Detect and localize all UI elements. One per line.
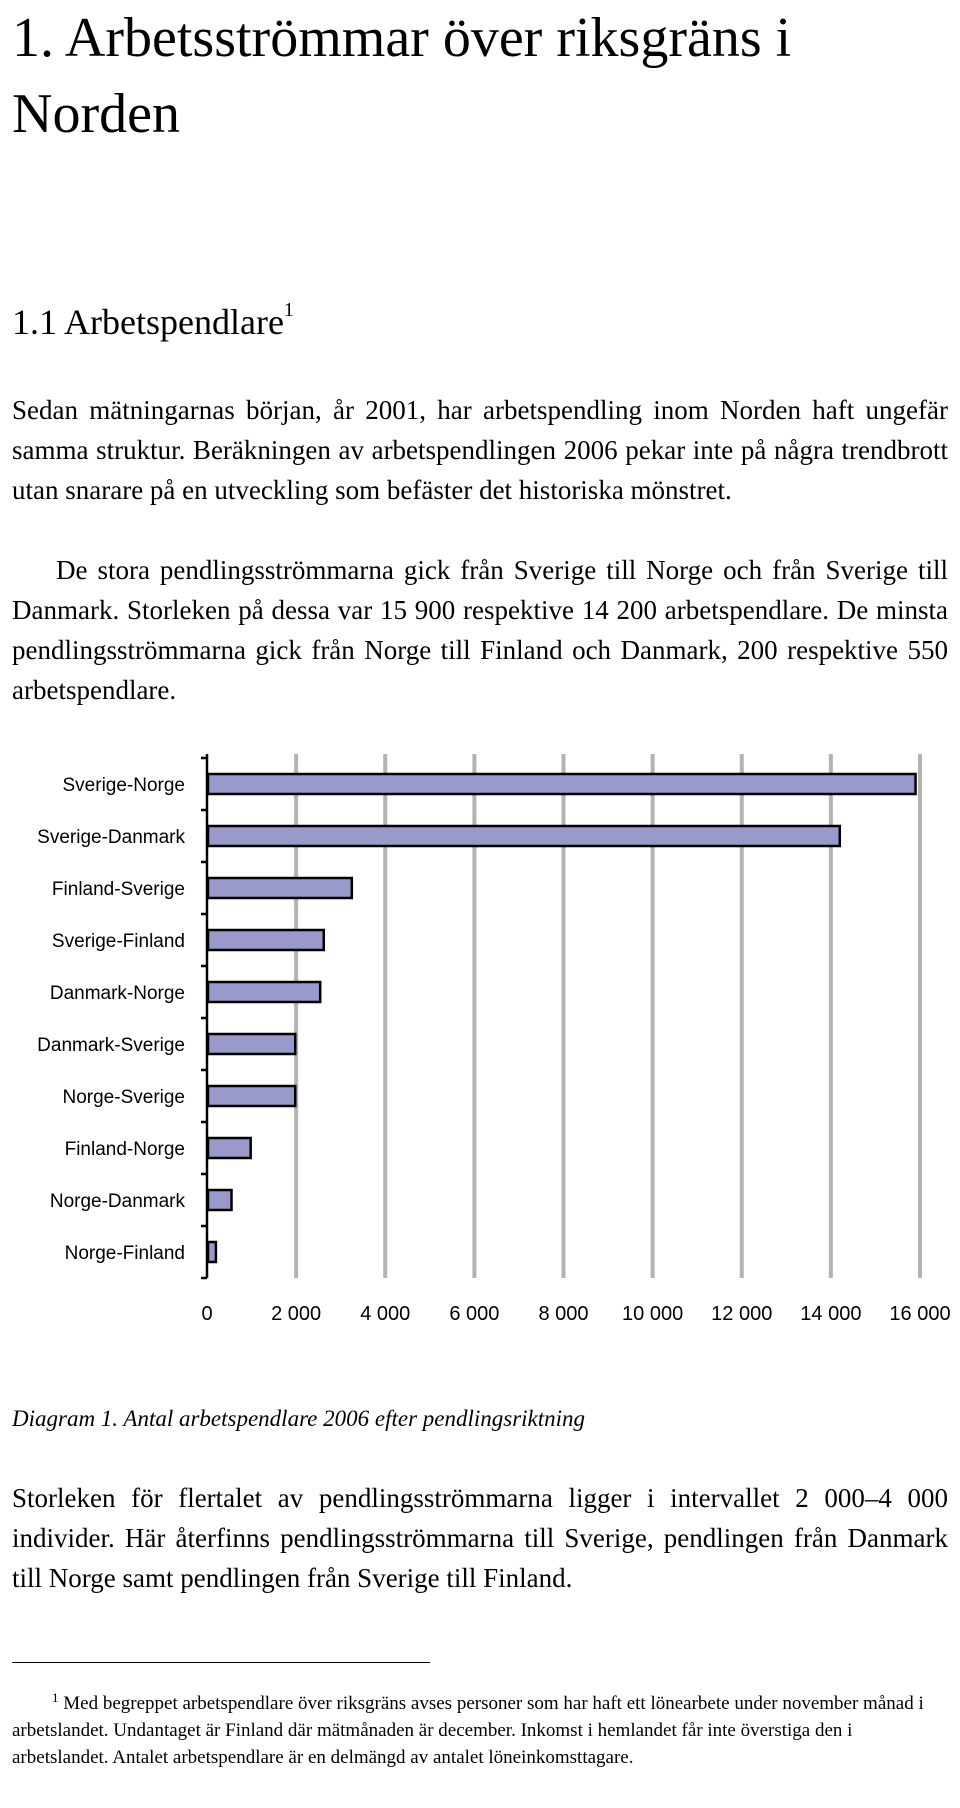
axes <box>201 754 209 1280</box>
category-label: Sverige-Finland <box>52 931 185 952</box>
x-tick-label: 12 000 <box>711 1303 772 1325</box>
footnote-divider <box>12 1662 430 1663</box>
category-label: Sverige-Danmark <box>37 827 185 848</box>
category-label: Norge-Finland <box>65 1243 185 1264</box>
bar <box>206 928 326 952</box>
category-label: Finland-Sverige <box>52 879 185 900</box>
x-tick-labels: 0 2 000 4 000 6 000 8 000 10 000 12 000 14 000 1… <box>201 1303 950 1325</box>
x-tick-label: 8 000 <box>538 1303 588 1325</box>
paragraph-intro: Sedan mätningarnas början, år 2001, har … <box>12 395 948 505</box>
footnote-text: Med begreppet arbetspendlare över riksgr… <box>12 1693 924 1768</box>
bar <box>206 772 917 796</box>
bar <box>206 980 322 1004</box>
category-label: Sverige-Norge <box>63 775 186 796</box>
paragraph-largest-flows: De stora pendlingsströmmarna gick från S… <box>12 555 948 705</box>
subheading-text: 1.1 Arbetspendlare <box>12 302 284 342</box>
x-tick-label: 10 000 <box>622 1303 683 1325</box>
bar <box>206 1032 297 1056</box>
diagram-caption: Diagram 1. Antal arbetspendlare 2006 eft… <box>12 1406 586 1431</box>
x-tick-label: 2 000 <box>271 1303 321 1325</box>
bar <box>206 1136 252 1160</box>
section-subheading: 1.1 Arbetspendlare1 <box>12 300 294 344</box>
x-tick-label: 6 000 <box>449 1303 499 1325</box>
bar <box>206 876 354 900</box>
footnote: 1 Med begreppet arbetspendlare över riks… <box>12 1690 948 1771</box>
category-label: Danmark-Norge <box>50 983 185 1004</box>
category-label: Finland-Norge <box>65 1139 185 1160</box>
x-tick-label: 4 000 <box>360 1303 410 1325</box>
bar <box>206 1188 233 1212</box>
paragraph-interval: Storleken för flertalet av pendlingsströ… <box>12 1483 948 1593</box>
x-tick-label: 0 <box>201 1303 212 1325</box>
category-labels: Sverige-Norge Sverige-Danmark Finland-Sver… <box>37 775 185 1264</box>
category-label: Norge-Danmark <box>50 1191 186 1212</box>
bar <box>206 1084 297 1108</box>
bar <box>206 824 842 848</box>
footnote-marker: 1 <box>52 1690 59 1705</box>
category-label: Danmark-Sverige <box>37 1035 185 1056</box>
bars <box>206 772 917 1264</box>
commuter-bar-chart: Sverige-Norge Sverige-Danmark Finland-Sver… <box>37 754 951 1325</box>
bar <box>206 1240 218 1264</box>
category-label: Norge-Sverige <box>63 1087 186 1108</box>
page-title: 1. Arbetsströmmar över riksgräns i Norde… <box>12 7 792 145</box>
x-tick-label: 16 000 <box>889 1303 950 1325</box>
footnote-reference: 1 <box>283 299 294 321</box>
x-tick-label: 14 000 <box>800 1303 861 1325</box>
